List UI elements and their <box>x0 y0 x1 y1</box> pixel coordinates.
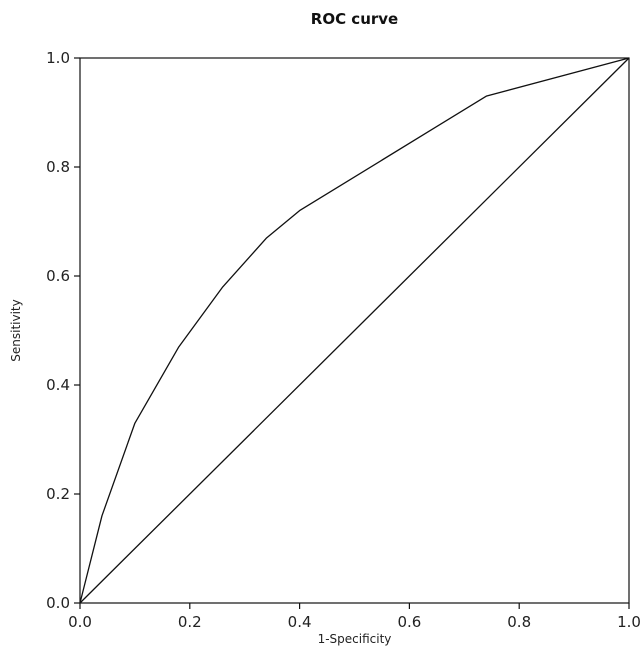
y-tick-label: 0.6 <box>46 267 70 285</box>
y-tick-label: 0.0 <box>46 594 70 612</box>
y-tick-label: 0.8 <box>46 158 70 176</box>
x-tick-label: 0.6 <box>397 613 421 631</box>
y-axis-ticks: 0.0 0.2 0.4 0.6 0.8 1.0 <box>46 49 80 612</box>
series-group <box>79 57 630 604</box>
x-tick-label: 0.8 <box>507 613 531 631</box>
chart-title: ROC curve <box>311 10 398 28</box>
reference-diagonal-line <box>79 57 630 604</box>
x-tick-label: 0.4 <box>288 613 312 631</box>
y-axis-label: Sensitivity <box>9 299 23 361</box>
y-tick-label: 1.0 <box>46 49 70 67</box>
x-tick-label: 1.0 <box>617 613 641 631</box>
plot-frame <box>79 57 630 604</box>
roc-curve-line <box>79 57 630 604</box>
x-axis-label: 1-Specificity <box>318 632 392 646</box>
y-tick-label: 0.4 <box>46 376 70 394</box>
x-tick-label: 0.0 <box>68 613 92 631</box>
x-tick-label: 0.2 <box>178 613 202 631</box>
x-axis-ticks: 0.0 0.2 0.4 0.6 0.8 1.0 <box>68 603 641 631</box>
plot-area <box>79 57 630 604</box>
y-tick-label: 0.2 <box>46 485 70 503</box>
